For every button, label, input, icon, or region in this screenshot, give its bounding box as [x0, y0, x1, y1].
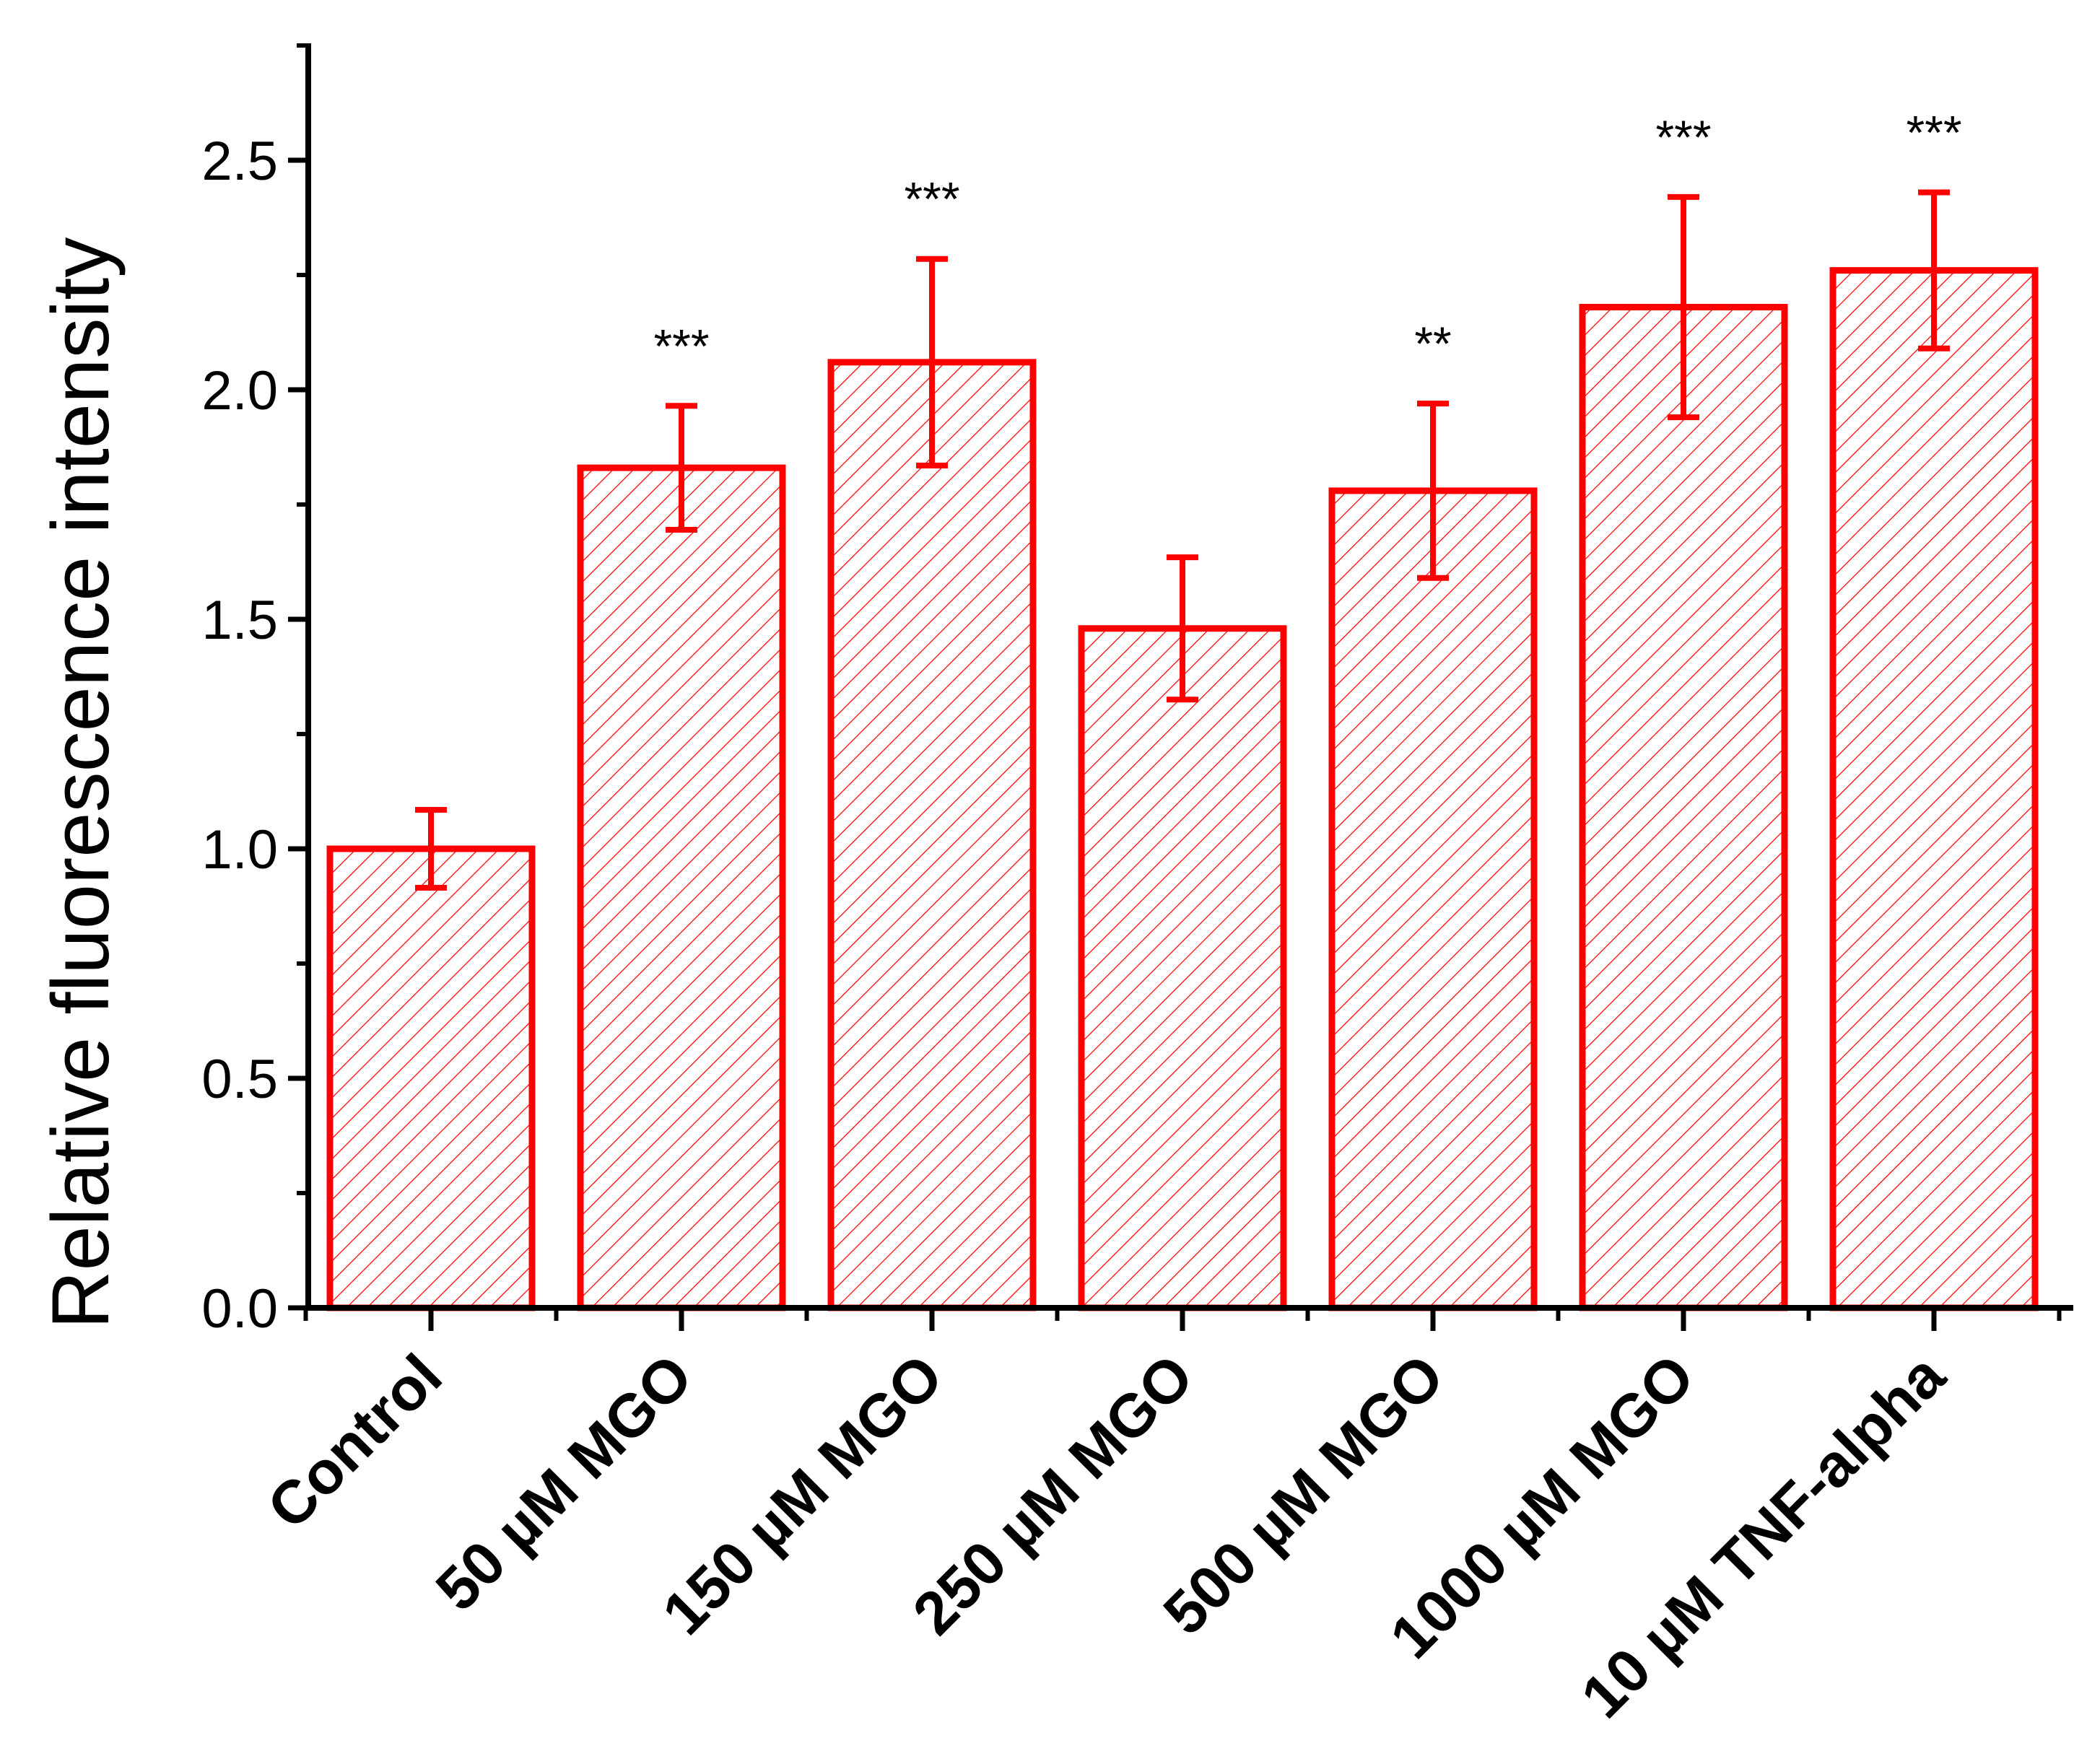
y-tick-label-1: 0.5: [201, 1049, 278, 1110]
bar-5: [1579, 304, 1788, 1311]
bar-0: [326, 845, 536, 1311]
significance-label-4: **: [1414, 317, 1451, 370]
bar-1: [577, 464, 786, 1311]
significance-labels: *********** ***: [653, 106, 1961, 373]
x-tick-label-1: 50 µM MGO: [423, 1341, 705, 1623]
y-tick-label-0: 0.0: [201, 1278, 278, 1340]
axes: [288, 43, 2073, 1331]
x-tick-label-0: Control: [254, 1341, 455, 1542]
significance-label-1: ***: [653, 319, 709, 372]
significance-label-6: ***: [1906, 106, 1961, 160]
significance-label-5: ***: [1655, 110, 1711, 164]
bar-4: [1328, 487, 1538, 1311]
bar-3: [1078, 625, 1287, 1311]
y-tick-label-4: 2.0: [201, 360, 278, 422]
bars: [326, 267, 2039, 1311]
significance-label-2: ***: [904, 173, 959, 226]
y-axis-title: Relative fluorescence intensity: [35, 237, 126, 1329]
y-tick-labels: 0.0 0.5 1.0 1.5 2.0 2.5: [201, 131, 278, 1340]
bar-6: [1829, 267, 2039, 1311]
y-tick-label-3: 1.5: [201, 590, 278, 651]
error-bars: [415, 189, 1950, 891]
bar-2: [827, 359, 1037, 1311]
y-tick-label-5: 2.5: [201, 131, 278, 192]
y-tick-label-2: 1.0: [201, 819, 278, 881]
